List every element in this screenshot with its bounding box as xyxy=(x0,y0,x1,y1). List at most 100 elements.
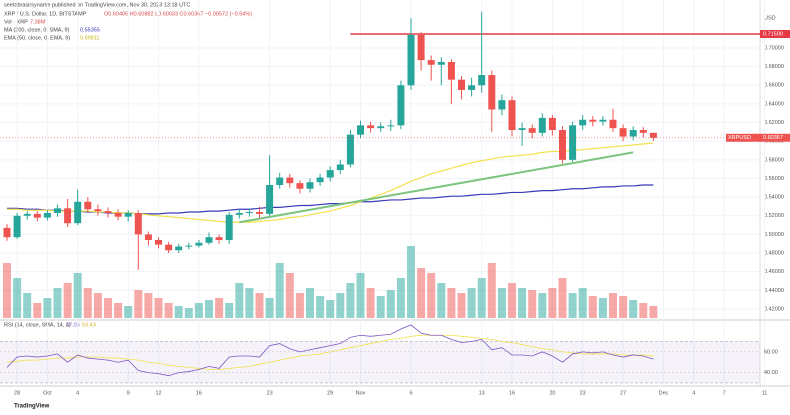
x-tick-label: 7 xyxy=(723,390,726,396)
candle-body xyxy=(508,100,516,131)
candle-body xyxy=(569,125,577,160)
x-tick-label: Oct xyxy=(43,390,52,396)
candle-body xyxy=(124,212,132,217)
candle-body xyxy=(397,85,405,126)
volume-bar xyxy=(588,296,597,318)
volume-bar xyxy=(396,278,405,318)
volume-bar xyxy=(285,273,294,318)
candle-body xyxy=(336,164,344,171)
ohlc: O0.60406 H0.60882 L0.60033 C0.60367 −0.0… xyxy=(104,11,252,17)
candle-body xyxy=(74,201,82,224)
candle-body xyxy=(165,244,173,251)
last-price-label: 0.60367 xyxy=(763,135,783,141)
ma-label: MA (200, close, 0, SMA, 9) xyxy=(4,27,70,33)
trendline xyxy=(239,151,634,224)
x-tick-label: 16 xyxy=(196,390,202,396)
volume-bar xyxy=(124,306,133,318)
candle-body xyxy=(417,34,425,61)
y-tick-label: 0.48000 xyxy=(764,250,784,256)
y-tick-label: 0.50000 xyxy=(764,232,784,238)
volume-bar xyxy=(508,283,516,318)
volume-bar xyxy=(43,298,52,318)
volume-bar xyxy=(164,303,173,318)
x-tick-label: 6 xyxy=(409,390,412,396)
resistance-tag xyxy=(760,30,790,39)
candle-body xyxy=(94,209,102,212)
candle-body xyxy=(387,125,395,127)
candle-body xyxy=(144,234,152,240)
logo: TradingView xyxy=(14,404,50,410)
x-tick-label: 16 xyxy=(509,390,515,396)
volume-bar xyxy=(144,293,153,318)
candle-body xyxy=(538,117,546,133)
candle-body xyxy=(215,237,223,240)
candle-body xyxy=(357,125,364,135)
candle-body xyxy=(316,177,324,183)
candle-body xyxy=(498,100,506,110)
x-tick-label: 20 xyxy=(549,390,555,396)
volume-bar xyxy=(538,293,547,318)
volume-bar xyxy=(205,300,213,318)
candle-body xyxy=(377,126,385,129)
volume-bar xyxy=(346,283,355,318)
volume-bar xyxy=(649,306,658,318)
volume-bar xyxy=(366,288,375,318)
candle-body xyxy=(639,130,647,133)
candle-body xyxy=(296,183,304,189)
volume-bar xyxy=(598,298,607,318)
volume-bar xyxy=(548,288,557,318)
volume-bar xyxy=(427,273,436,318)
rsi-tick-label: 60.00 xyxy=(764,349,778,355)
volume-bar xyxy=(53,288,62,318)
candle-body xyxy=(175,246,183,251)
y-tick-label: 0.64000 xyxy=(764,101,784,107)
x-tick-label: 28 xyxy=(14,390,20,396)
rsi-ma-line xyxy=(6,334,654,370)
candle-body xyxy=(195,242,203,246)
volume-bar xyxy=(376,296,385,318)
candle-body xyxy=(43,212,51,218)
y-tick-label: 0.56000 xyxy=(764,176,784,182)
candle-body xyxy=(518,128,526,131)
x-tick-label: 4 xyxy=(76,390,79,396)
volume-bar xyxy=(487,263,496,318)
candle-body xyxy=(528,128,536,133)
candle-body xyxy=(235,212,243,215)
volume-bar xyxy=(306,288,314,318)
candle-body xyxy=(225,214,233,240)
candle-body xyxy=(266,185,274,214)
candle-body xyxy=(64,208,72,224)
x-tick-label: 23 xyxy=(267,390,273,396)
volume-bar xyxy=(326,300,335,318)
volume-bar xyxy=(639,303,648,318)
x-tick-label: Dec xyxy=(659,390,669,396)
candle-body xyxy=(155,239,162,245)
resistance-label: 0.71500 xyxy=(763,31,783,37)
volume-bar xyxy=(356,273,365,318)
volume-bar xyxy=(3,263,11,318)
candle-body xyxy=(559,130,566,160)
volume-bar xyxy=(316,296,325,318)
candle-body xyxy=(245,212,253,214)
x-tick-label: Nov xyxy=(356,390,366,396)
rsi-line xyxy=(6,324,654,377)
ema-label: EMA (50, close, 0, EMA, 9) xyxy=(4,35,70,41)
last-price-tag xyxy=(726,133,790,142)
y-tick-label: 0.66000 xyxy=(764,83,784,89)
header: seetabrasirsyname published on TradingVi… xyxy=(4,2,190,8)
candle-body xyxy=(134,212,142,235)
candle-body xyxy=(3,227,11,238)
volume-bar xyxy=(184,308,193,318)
x-tick-label: 13 xyxy=(479,390,485,396)
candle-body xyxy=(13,215,21,238)
rsi-value: 47.06 xyxy=(66,322,80,328)
volume-bar xyxy=(174,306,183,318)
x-tick-label: 29 xyxy=(327,390,333,396)
volume-bar xyxy=(83,288,92,318)
candle-body xyxy=(427,60,435,65)
candle-body xyxy=(437,61,445,65)
volume-bar xyxy=(235,283,244,318)
volume-bar xyxy=(467,288,476,318)
